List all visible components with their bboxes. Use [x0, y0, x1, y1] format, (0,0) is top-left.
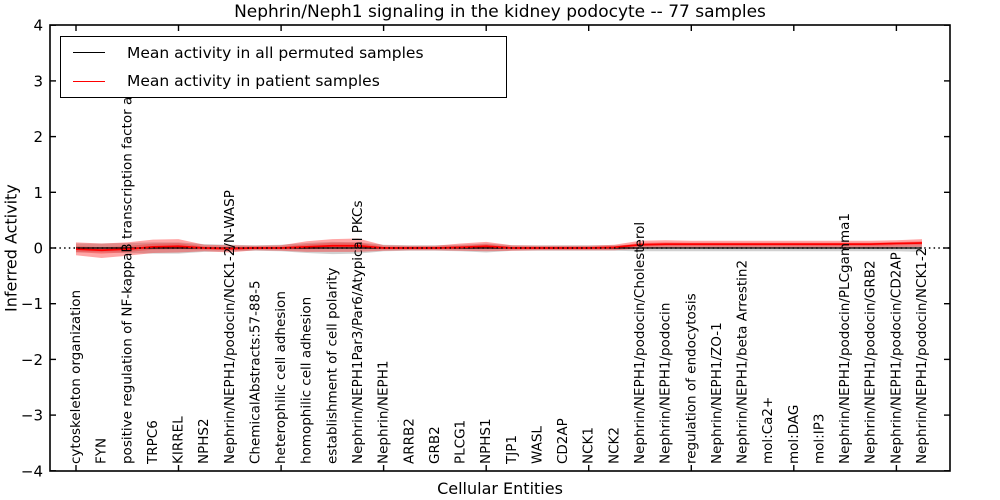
x-category-label: mol:DAG: [786, 405, 802, 464]
x-category-label: FYN: [94, 438, 110, 464]
x-category-label: KIRREL: [171, 416, 187, 464]
x-category-label: PLCG1: [453, 420, 469, 464]
x-category-label: NPHS2: [196, 418, 212, 464]
x-category-label: Nephrin/NEPH1Par3/Par6/Atypical PKCs: [350, 201, 366, 465]
x-category-label: Nephrin/NEPH1/podocin/CD2AP: [888, 252, 904, 464]
y-axis-label: Inferred Activity: [1, 184, 21, 312]
patient-mean-line: [75, 242, 923, 252]
x-category-label: TJP1: [504, 435, 520, 465]
x-category-label: Nephrin/NEPH1/podocin/GRB2: [863, 260, 879, 464]
x-category-label: mol:Ca2+: [760, 397, 776, 464]
y-tick-label: 4: [33, 17, 43, 35]
x-category-label: CD2AP: [555, 418, 571, 464]
x-category-label: cytoskeleton organization: [68, 290, 84, 464]
chart-title: Nephrin/Neph1 signaling in the kidney po…: [234, 2, 766, 22]
x-category-label: Nephrin/NEPH1/beta Arrestin2: [735, 260, 751, 464]
x-category-label: ChemicalAbstracts:57-88-5: [247, 280, 263, 464]
legend-item: Mean activity in patient samples: [61, 69, 506, 94]
y-tick-label: 1: [33, 184, 43, 202]
y-tick-label: −2: [21, 351, 43, 369]
legend: Mean activity in all permuted samples Me…: [60, 36, 507, 98]
x-category-label: regulation of endocytosis: [683, 293, 699, 464]
x-category-label: NPHS1: [478, 418, 494, 464]
x-category-label: Nephrin/NEPH1/podocin/PLCgamma1: [837, 213, 853, 464]
y-tick-label: −4: [21, 462, 43, 480]
x-category-label: Nephrin/NEPH1/podocin/NCK1-2/N-WASP: [222, 190, 238, 464]
x-category-label: GRB2: [427, 426, 443, 464]
permuted-line-sample-icon: [73, 52, 105, 54]
x-axis-label: Cellular Entities: [437, 479, 563, 498]
x-category-label: TRPC6: [145, 420, 161, 465]
x-category-label: NCK2: [606, 427, 622, 464]
x-category-label: positive regulation of NF-kappaB transcr…: [119, 97, 135, 464]
x-category-label: ARRB2: [401, 418, 417, 464]
x-category-label: homophilic cell adhesion: [299, 297, 315, 464]
y-tick-label: 2: [33, 128, 43, 146]
legend-item-label: Mean activity in patient samples: [127, 72, 380, 91]
y-tick-label: 0: [33, 240, 43, 258]
x-category-label: Nephrin/NEPH1/ZO-1: [709, 322, 725, 464]
x-category-label: mol:IP3: [811, 414, 827, 464]
x-category-label: Nephrin/NEPH1/podocin/NCK1-2: [914, 248, 930, 464]
x-category-label: NCK1: [581, 427, 597, 464]
y-tick-label: −3: [21, 407, 43, 425]
x-category-label: Nephrin/NEPH1/podocin/Cholesterol: [632, 222, 648, 464]
legend-item-label: Mean activity in all permuted samples: [127, 43, 424, 62]
y-tick-label: −1: [21, 295, 43, 313]
x-category-label: heterophilic cell adhesion: [273, 291, 289, 464]
x-category-label: establishment of cell polarity: [324, 268, 340, 464]
y-tick-label: 3: [33, 72, 43, 90]
patient-line-sample-icon: [73, 80, 105, 82]
x-category-label: WASL: [529, 426, 545, 464]
legend-item: Mean activity in all permuted samples: [61, 40, 506, 65]
x-category-label: Nephrin/NEPH1: [376, 361, 392, 464]
x-category-label: Nephrin/NEPH1/podocin: [658, 303, 674, 464]
